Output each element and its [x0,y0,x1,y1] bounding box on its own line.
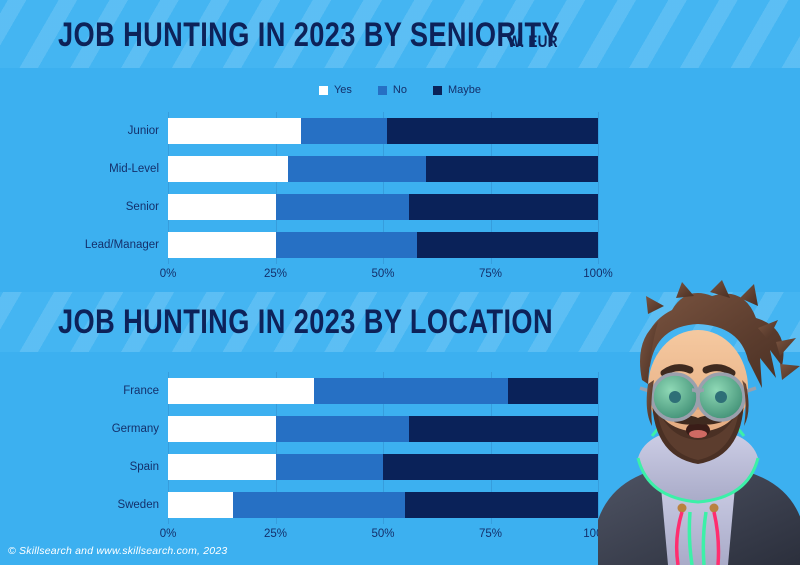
bar-row-label: Lead/Manager [84,239,159,251]
legend-swatch-icon-maybe [432,85,442,95]
chart-location: France Germany Spain Sweden 0% 25% 50% 75% 100% [0,372,800,546]
chart-2-title: JOB HUNTING IN 2023 BY LOCATION [58,303,554,341]
legend-label: Yes [333,84,352,96]
axis-tick-label: 75% [478,268,503,280]
bar-segment-maybe[interactable] [408,194,598,220]
bar-row[interactable]: Lead/Manager [0,226,800,264]
bar-segment-yes[interactable] [168,156,289,182]
chart-2-rows: France Germany Spain Sweden [0,372,800,524]
bar-segment-maybe[interactable] [408,416,598,442]
chart-seniority: Junior Mid-Level Senior Lead/Manager 0% 25% 5… [0,112,800,286]
bar-segment-maybe[interactable] [507,378,598,404]
chart-1-rows: Junior Mid-Level Senior Lead/Manager [0,112,800,264]
axis-tick-label: 25% [263,268,288,280]
axis-tick-label: 50% [371,268,395,280]
bar-segment-maybe[interactable] [387,118,598,144]
legend-label: Maybe [447,84,482,96]
bar-segment-no[interactable] [275,416,409,442]
bar-segment-yes[interactable] [168,378,315,404]
bar-segment-yes[interactable] [168,454,276,480]
bar-segment-no[interactable] [314,378,508,404]
chart-legend: Yes No Maybe [0,84,800,96]
legend-swatch-icon-yes [318,85,328,95]
bar-segment-maybe[interactable] [425,156,598,182]
bar-track [168,378,598,404]
bar-track [168,454,598,480]
legend-item-no[interactable]: No [377,84,407,96]
chart-1-title: JOB HUNTING IN 2023 BY SENIORITY [58,16,561,54]
chart-2-x-axis: 0% 25% 50% 75% 100% [160,524,613,546]
bar-track [168,232,598,258]
bar-segment-yes[interactable] [168,194,276,220]
chart-1-x-axis: 0% 25% 50% 75% 100% [160,264,613,286]
bar-track [168,194,598,220]
bar-row[interactable]: Senior [0,188,800,226]
bar-segment-yes[interactable] [168,118,302,144]
bar-row-label: France [123,385,159,397]
copyright-footer: © Skillsearch and www.skillsearch.com, 2… [8,545,228,557]
bar-segment-no[interactable] [288,156,426,182]
bar-row[interactable]: France [0,372,800,410]
bar-segment-yes[interactable] [168,416,276,442]
bar-track [168,416,598,442]
bar-segment-maybe[interactable] [417,232,598,258]
legend-label: No [392,84,407,96]
bar-row-label: Sweden [117,499,159,511]
chart-1-subtitle: W. EUR [508,32,558,51]
bar-segment-maybe[interactable] [383,454,598,480]
bar-segment-yes[interactable] [168,492,233,518]
bar-row[interactable]: Mid-Level [0,150,800,188]
axis-tick-label: 100% [583,268,613,280]
bar-track [168,156,598,182]
bar-row-label: Germany [111,423,159,435]
bar-row-label: Spain [129,461,159,473]
bar-track [168,118,598,144]
axis-tick-label: 0% [159,268,177,280]
axis-tick-label: 25% [263,528,288,540]
bar-row[interactable]: Spain [0,448,800,486]
legend-swatch-icon-no [377,85,387,95]
bar-row-label: Junior [127,125,159,137]
bar-segment-no[interactable] [301,118,388,144]
bar-segment-no[interactable] [275,194,409,220]
bar-track [168,492,598,518]
bar-row-label: Mid-Level [109,163,159,175]
bar-row[interactable]: Sweden [0,486,800,524]
axis-tick-label: 50% [371,528,395,540]
legend-item-yes[interactable]: Yes [318,84,352,96]
legend-item-maybe[interactable]: Maybe [432,84,482,96]
bar-segment-no[interactable] [275,232,418,258]
bar-segment-no[interactable] [232,492,405,518]
axis-tick-label: 100% [583,528,613,540]
axis-tick-label: 0% [159,528,177,540]
bar-segment-yes[interactable] [168,232,276,258]
bar-row[interactable]: Junior [0,112,800,150]
header-stripe-band-top [0,0,800,68]
bar-row-label: Senior [125,201,159,213]
axis-tick-label: 75% [478,528,503,540]
bar-segment-maybe[interactable] [404,492,598,518]
bar-row[interactable]: Germany [0,410,800,448]
bar-segment-no[interactable] [275,454,383,480]
